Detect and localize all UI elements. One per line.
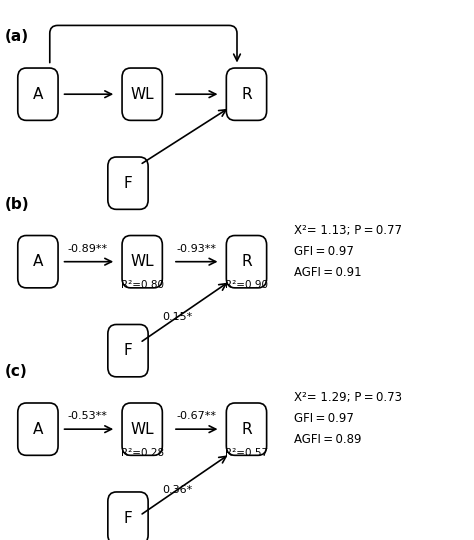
FancyBboxPatch shape (18, 68, 58, 120)
Text: AGFI = 0.91: AGFI = 0.91 (294, 266, 362, 279)
Text: -0.67**: -0.67** (177, 411, 217, 421)
Text: AGFI = 0.89: AGFI = 0.89 (294, 433, 361, 446)
Text: 0.36*: 0.36* (163, 484, 193, 495)
Text: R²=0.28: R²=0.28 (121, 448, 164, 458)
FancyBboxPatch shape (227, 68, 266, 120)
Text: (c): (c) (5, 364, 27, 379)
FancyBboxPatch shape (18, 403, 58, 455)
FancyBboxPatch shape (122, 403, 162, 455)
FancyBboxPatch shape (122, 235, 162, 288)
Text: R²=0.57: R²=0.57 (225, 448, 268, 458)
Text: A: A (33, 87, 43, 102)
Text: A: A (33, 254, 43, 269)
Text: X²= 1.13; P = 0.77: X²= 1.13; P = 0.77 (294, 224, 402, 237)
Text: R: R (241, 254, 252, 269)
Text: GFI = 0.97: GFI = 0.97 (294, 245, 354, 258)
Text: WL: WL (130, 422, 154, 437)
Text: -0.53**: -0.53** (68, 411, 108, 421)
Text: R²=0.90: R²=0.90 (225, 280, 268, 290)
FancyBboxPatch shape (108, 492, 148, 540)
FancyBboxPatch shape (18, 235, 58, 288)
FancyBboxPatch shape (227, 235, 266, 288)
FancyBboxPatch shape (227, 403, 266, 455)
FancyBboxPatch shape (108, 325, 148, 377)
Text: A: A (33, 422, 43, 437)
FancyBboxPatch shape (108, 157, 148, 210)
Text: R: R (241, 87, 252, 102)
Text: 0.15*: 0.15* (163, 312, 193, 322)
Text: WL: WL (130, 87, 154, 102)
Text: F: F (124, 176, 132, 191)
Text: -0.89**: -0.89** (68, 244, 108, 254)
Text: R²=0.80: R²=0.80 (121, 280, 164, 290)
Text: R: R (241, 422, 252, 437)
Text: F: F (124, 511, 132, 525)
Text: (b): (b) (5, 197, 29, 212)
Text: -0.93**: -0.93** (177, 244, 217, 254)
Text: WL: WL (130, 254, 154, 269)
Text: X²= 1.29; P = 0.73: X²= 1.29; P = 0.73 (294, 392, 402, 404)
Text: GFI = 0.97: GFI = 0.97 (294, 412, 354, 425)
Text: F: F (124, 343, 132, 358)
FancyBboxPatch shape (122, 68, 162, 120)
Text: (a): (a) (5, 29, 29, 44)
